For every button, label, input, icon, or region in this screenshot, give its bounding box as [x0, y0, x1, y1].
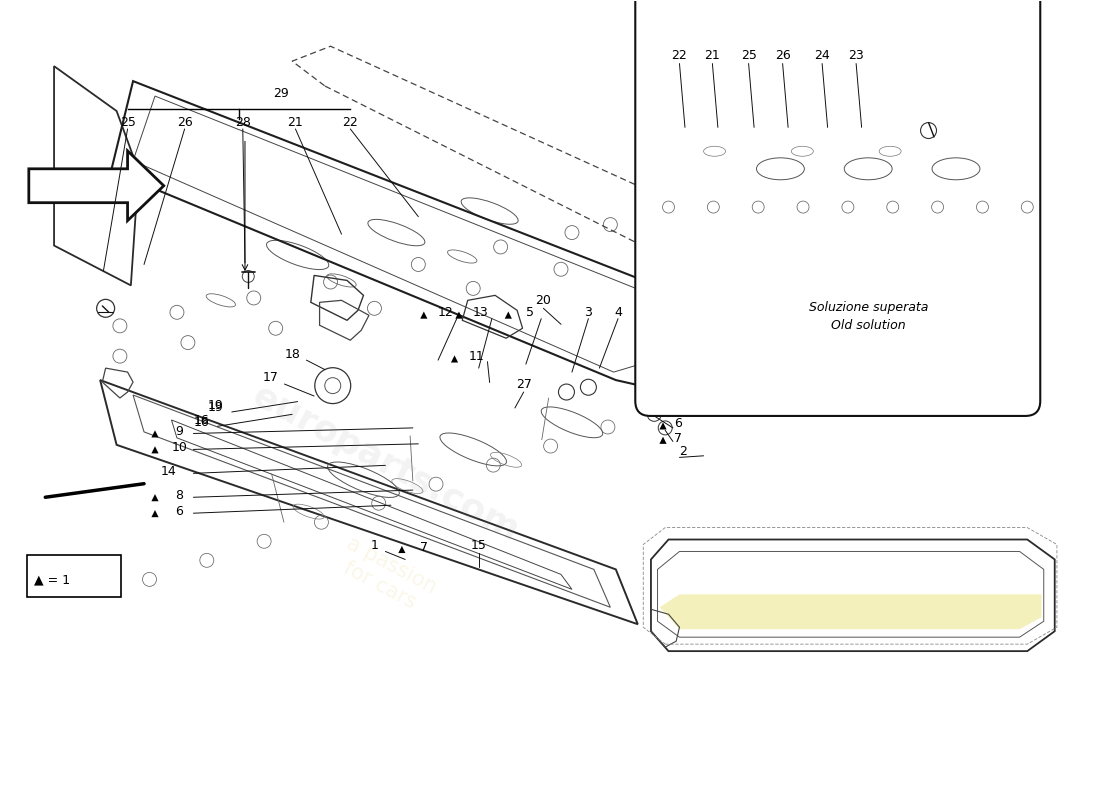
Text: 6: 6	[175, 505, 183, 518]
Text: 12: 12	[438, 306, 453, 319]
Text: 22: 22	[672, 49, 688, 62]
Text: 27: 27	[516, 378, 531, 390]
Text: 4: 4	[614, 306, 622, 319]
Text: 21: 21	[287, 116, 304, 129]
Text: a passion
for cars: a passion for cars	[331, 533, 439, 618]
Polygon shape	[659, 437, 667, 444]
Text: 29: 29	[273, 86, 289, 99]
Polygon shape	[398, 546, 406, 553]
Text: 15: 15	[471, 539, 486, 552]
Text: 24: 24	[814, 49, 830, 62]
Text: 6: 6	[674, 418, 682, 430]
Text: 22: 22	[342, 116, 359, 129]
Text: 19: 19	[208, 399, 223, 412]
Text: 26: 26	[774, 49, 791, 62]
Text: 10: 10	[172, 442, 187, 454]
FancyBboxPatch shape	[636, 0, 1041, 416]
FancyBboxPatch shape	[26, 555, 121, 598]
Text: 5: 5	[526, 306, 535, 319]
Text: 8: 8	[175, 489, 183, 502]
Text: 28: 28	[234, 116, 251, 129]
Text: 25: 25	[740, 49, 757, 62]
Text: 13: 13	[473, 306, 488, 319]
Text: 7: 7	[420, 541, 428, 554]
Polygon shape	[420, 311, 428, 318]
Polygon shape	[152, 446, 158, 454]
Text: 16: 16	[194, 416, 209, 429]
Text: 20: 20	[536, 294, 551, 307]
Text: 1: 1	[371, 539, 378, 552]
Text: 9: 9	[175, 426, 183, 438]
Text: 21: 21	[704, 49, 720, 62]
Polygon shape	[455, 311, 462, 318]
Text: 23: 23	[848, 49, 864, 62]
Text: 26: 26	[177, 116, 192, 129]
Text: 19: 19	[208, 402, 223, 414]
Polygon shape	[29, 151, 164, 221]
Polygon shape	[152, 494, 158, 502]
Text: ▲ = 1: ▲ = 1	[34, 574, 70, 586]
Polygon shape	[451, 355, 458, 362]
Text: 17: 17	[262, 371, 278, 384]
Polygon shape	[660, 594, 1042, 630]
Text: 25: 25	[120, 116, 135, 129]
Polygon shape	[659, 422, 667, 430]
Text: Soluzione superata
Old solution: Soluzione superata Old solution	[808, 301, 928, 332]
Text: 3: 3	[584, 306, 592, 319]
Text: 16: 16	[194, 414, 209, 427]
Polygon shape	[505, 311, 512, 318]
Text: 18: 18	[284, 348, 300, 361]
Text: europarts.com: europarts.com	[246, 379, 525, 549]
Text: 7: 7	[674, 432, 682, 445]
Polygon shape	[152, 430, 158, 438]
Polygon shape	[152, 510, 158, 517]
Text: 14: 14	[161, 466, 176, 478]
Text: 2: 2	[680, 445, 688, 458]
Text: 11: 11	[469, 350, 484, 362]
